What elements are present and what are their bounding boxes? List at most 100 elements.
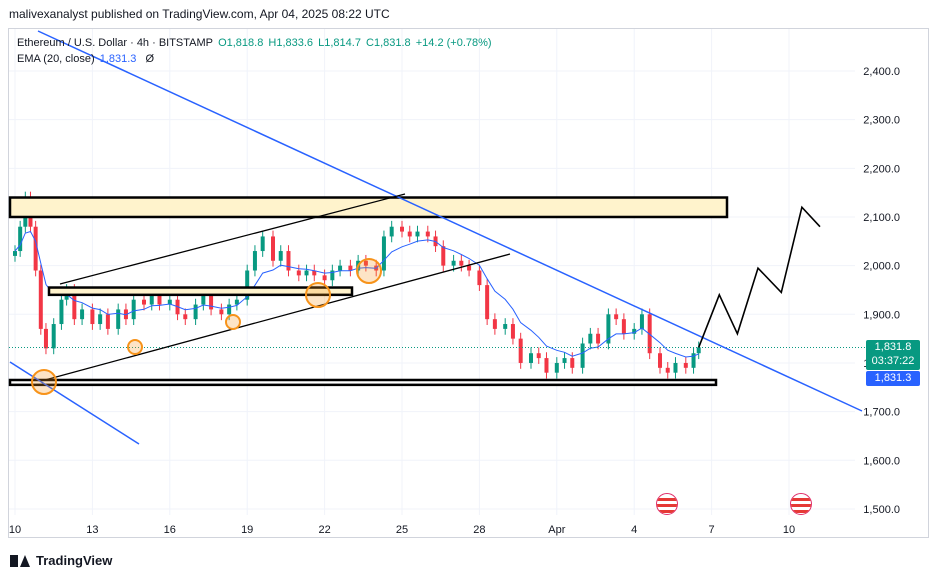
candle-body <box>312 270 317 276</box>
touch-point-circle <box>305 282 331 308</box>
candle-body <box>407 231 412 237</box>
open-value: O1,818.8 <box>218 37 264 49</box>
candle-body <box>381 236 386 271</box>
candle-body <box>219 309 224 315</box>
candle-body <box>116 309 121 329</box>
candle-body <box>606 314 611 344</box>
candle-body <box>157 294 162 305</box>
bar-countdown: 03:37:22 <box>871 355 915 367</box>
candle-body <box>338 265 343 271</box>
ema-label[interactable]: EMA (20, close) <box>17 53 95 65</box>
symbol-label[interactable]: Ethereum / U.S. Dollar · 4h · BITSTAMP <box>17 37 214 49</box>
candle-body <box>234 299 239 305</box>
x-tick-label: Apr <box>548 524 565 536</box>
candle-body <box>72 289 77 320</box>
candle-body <box>271 236 275 261</box>
ema-price-tag: 1,831.3 <box>866 371 920 386</box>
x-tick-label: 16 <box>164 524 176 536</box>
candle-body <box>485 285 490 320</box>
chart-legend: Ethereum / U.S. Dollar · 4h · BITSTAMP O… <box>17 35 494 67</box>
candle-body <box>691 353 696 368</box>
candle-body <box>441 246 446 266</box>
touch-point-circle <box>31 369 57 395</box>
tradingview-logo[interactable]: TradingView <box>10 553 112 568</box>
candle-body <box>51 324 56 349</box>
candle-body <box>580 343 585 368</box>
x-tick-label: 25 <box>396 524 408 536</box>
mid-zone <box>47 286 354 297</box>
last-price-value: 1,831.8 <box>874 341 912 353</box>
candle-body <box>665 367 670 373</box>
candle-body <box>503 324 508 329</box>
candle-body <box>252 251 257 271</box>
candle-body <box>673 362 678 373</box>
candle-body <box>296 270 301 276</box>
candle-body <box>193 304 198 320</box>
x-tick-label: 7 <box>709 524 715 536</box>
candle-body <box>209 294 214 310</box>
candle-body <box>451 260 456 266</box>
publisher-line: malivexanalyst published on TradingView.… <box>9 7 390 21</box>
candle-body <box>570 358 575 368</box>
candle-body <box>13 251 17 256</box>
candle-body <box>142 299 146 305</box>
candle-body <box>227 304 232 315</box>
candle-body <box>98 314 103 325</box>
us-flag-event-icon[interactable] <box>790 493 812 515</box>
candle-body <box>614 314 619 320</box>
y-tick-label: 2,300.0 <box>863 115 900 127</box>
candle-body <box>304 270 309 276</box>
last-price-tag: 1,831.8 03:37:22 <box>866 340 920 370</box>
candle-body <box>415 231 420 237</box>
candle-body <box>245 270 250 300</box>
touch-point-circle <box>356 258 382 284</box>
candle-body <box>149 294 154 305</box>
close-value: C1,831.8 <box>366 37 411 49</box>
candle-body <box>389 226 394 237</box>
candle-body <box>286 251 291 271</box>
chart-frame <box>8 28 929 538</box>
candle-body <box>201 294 206 305</box>
candle-body <box>510 324 515 339</box>
x-tick-label: 19 <box>241 524 253 536</box>
us-flag-event-icon[interactable] <box>656 493 678 515</box>
candle-body <box>562 358 567 363</box>
channel-upper-line <box>59 193 406 285</box>
candle-body <box>536 353 541 359</box>
high-value: H1,833.6 <box>268 37 314 49</box>
candle-body <box>400 226 404 232</box>
ema-hide-icon[interactable]: Ø <box>145 53 155 65</box>
y-tick-label: 2,400.0 <box>863 66 900 78</box>
x-tick-label: 10 <box>783 524 795 536</box>
candle-body <box>658 353 662 368</box>
x-tick-label: 10 <box>9 524 21 536</box>
candle-body <box>38 270 43 329</box>
tradingview-logo-icon <box>10 554 30 567</box>
y-tick-label: 2,000.0 <box>863 261 900 273</box>
low-value: L1,814.7 <box>318 37 361 49</box>
candle-body <box>696 347 701 354</box>
candle-body <box>348 265 353 271</box>
candle-body <box>518 338 523 363</box>
candle-body <box>167 299 172 305</box>
candle-body <box>639 314 644 329</box>
y-tick-label: 2,200.0 <box>863 163 900 175</box>
candle-body <box>425 231 430 237</box>
candle-body <box>80 309 85 320</box>
touch-point-circle <box>127 339 143 355</box>
candle-body <box>59 299 64 325</box>
resistance-zone <box>8 196 729 219</box>
ema-value: 1,831.3 <box>99 53 137 65</box>
x-tick-label: 13 <box>86 524 98 536</box>
candle-body <box>477 270 482 286</box>
ema-line <box>14 230 699 358</box>
candle-body <box>260 236 265 252</box>
y-tick-label: 1,500.0 <box>863 504 900 516</box>
candle-body <box>554 362 559 373</box>
change-value: +14.2 (+0.78%) <box>415 37 492 49</box>
candle-body <box>588 333 593 344</box>
x-tick-label: 28 <box>473 524 485 536</box>
touch-point-circle <box>225 314 241 330</box>
candle-body <box>330 270 335 281</box>
